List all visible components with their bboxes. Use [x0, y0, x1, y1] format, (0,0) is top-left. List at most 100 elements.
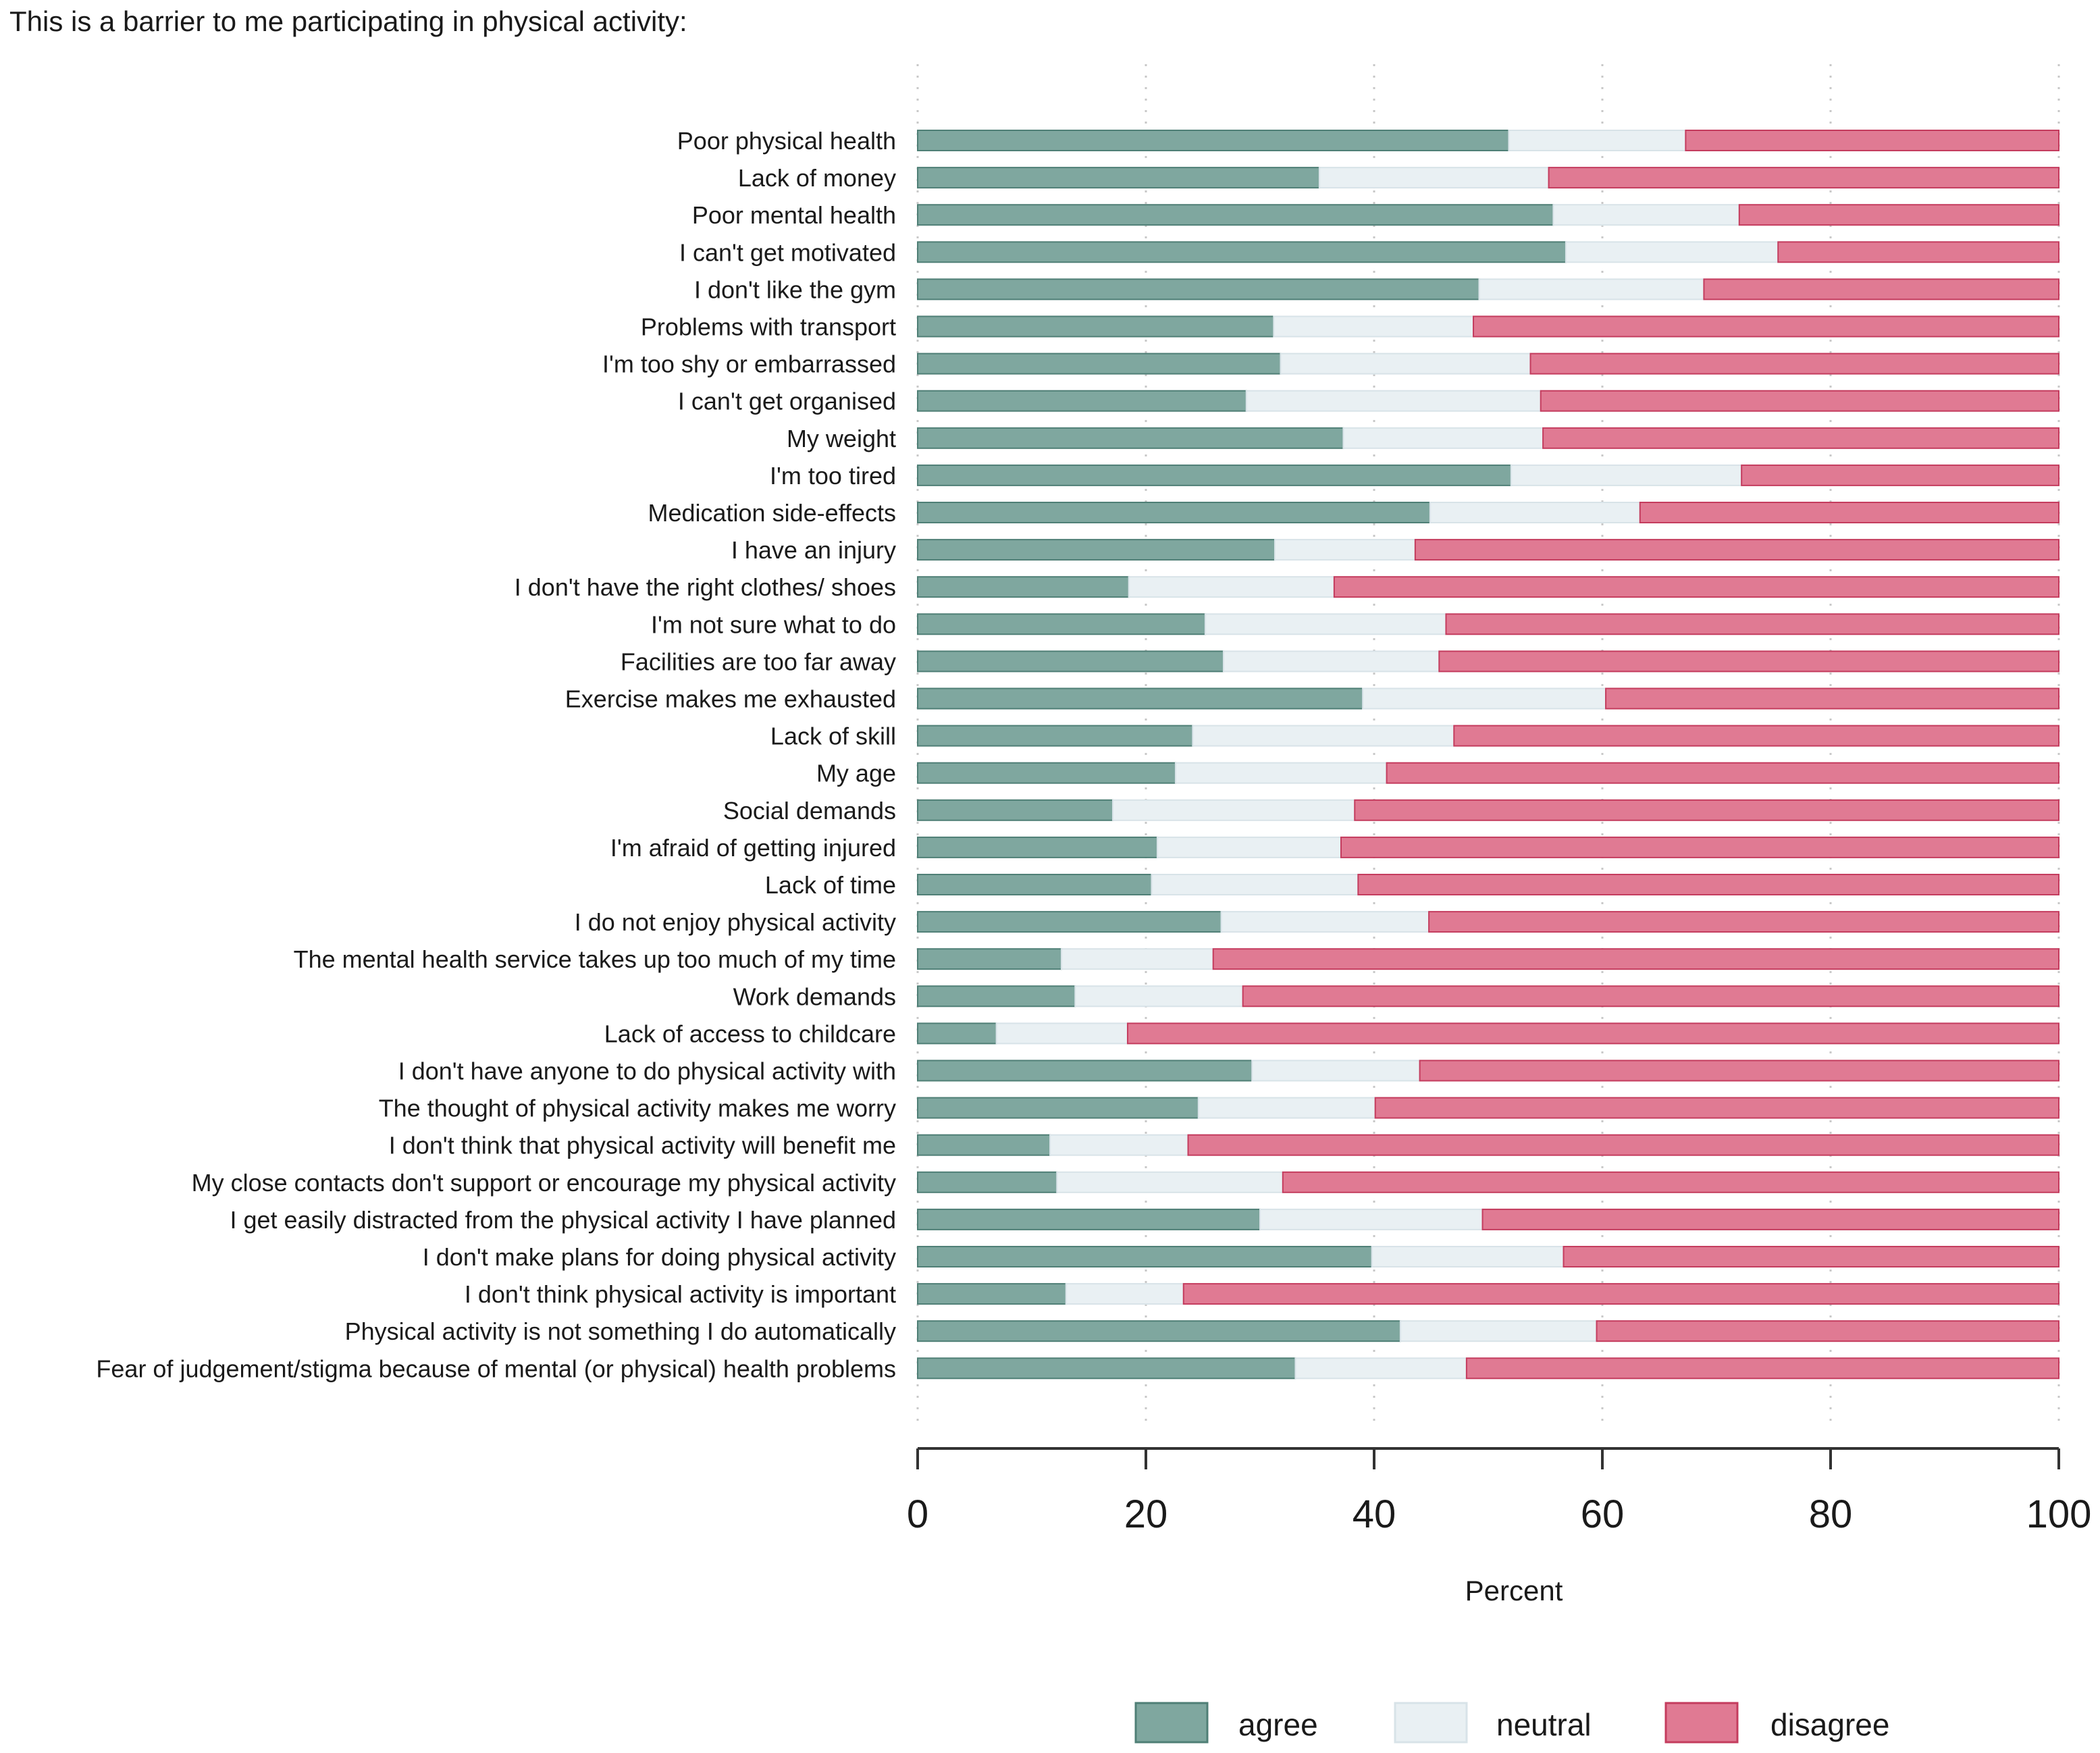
bar-agree	[917, 352, 1282, 375]
bar-agree	[917, 1283, 1067, 1305]
bar-agree	[917, 948, 1062, 970]
bar-neutral	[1220, 911, 1430, 933]
bar-disagree	[1333, 576, 2059, 598]
legend-label-neutral: neutral	[1496, 1707, 1592, 1742]
category-label: Work demands	[733, 983, 896, 1010]
category-labels: Poor physical health Lack of money Poor me…	[96, 127, 896, 1382]
bar-agree	[917, 390, 1247, 412]
legend-swatch-neutral	[1394, 1702, 1468, 1744]
bar-neutral	[1156, 836, 1342, 858]
category-label: Exercise makes me exhausted	[565, 685, 896, 713]
bar-disagree	[1182, 1283, 2059, 1305]
category-label: I can't get organised	[678, 388, 896, 415]
category-label: The mental health service takes up too m…	[294, 945, 896, 973]
bar-agree	[917, 613, 1206, 635]
bar-neutral	[1399, 1320, 1598, 1342]
bar-disagree	[1738, 204, 2060, 226]
bar-neutral	[995, 1022, 1128, 1045]
bar-agree	[917, 1022, 997, 1045]
bar-agree	[917, 278, 1480, 300]
category-label: Lack of access to childcare	[604, 1020, 896, 1047]
x-tick-label: 60	[1581, 1492, 1625, 1536]
category-label: My weight	[787, 425, 896, 452]
bar-disagree	[1386, 762, 2060, 784]
bar-agree	[917, 1208, 1261, 1230]
x-tick-label: 100	[2026, 1492, 2092, 1536]
bar-disagree	[1563, 1246, 2060, 1267]
bar-agree	[917, 1059, 1253, 1082]
bar-neutral	[1565, 241, 1779, 263]
category-label: Lack of money	[738, 164, 896, 192]
category-label: I don't have the right clothes/ shoes	[515, 573, 896, 601]
category-label: Problems with transport	[641, 313, 896, 341]
bar-agree	[917, 985, 1076, 1008]
bar-agree	[917, 539, 1276, 561]
bar-neutral	[1510, 464, 1743, 486]
x-tick-label: 80	[1809, 1492, 1853, 1536]
bar-disagree	[1685, 130, 2060, 151]
bar-neutral	[1204, 613, 1447, 635]
bar-disagree	[1187, 1134, 2059, 1156]
legend-label-agree: agree	[1238, 1707, 1318, 1742]
category-label: Poor physical health	[677, 127, 896, 155]
bar-agree	[917, 650, 1224, 673]
category-label: My close contacts don't support or encou…	[192, 1169, 896, 1197]
bar-agree	[917, 204, 1554, 226]
bar-neutral	[1259, 1208, 1484, 1230]
bar-disagree	[1453, 725, 2060, 747]
category-label: I can't get motivated	[679, 238, 896, 266]
bar-agree	[917, 502, 1431, 523]
bar-agree	[917, 1097, 1199, 1119]
bar-agree	[917, 1134, 1051, 1156]
category-label: Medication side-effects	[648, 499, 896, 527]
category-label: I don't make plans for doing physical ac…	[423, 1243, 896, 1271]
legend: agree neutral disagree	[1134, 1702, 1889, 1744]
bar-disagree	[1212, 948, 2059, 970]
bar-neutral	[1274, 539, 1416, 561]
category-label: I don't like the gym	[694, 276, 896, 303]
bar-neutral	[1318, 167, 1550, 189]
bar-neutral	[1128, 576, 1335, 598]
category-label: I'm not sure what to do	[651, 610, 896, 638]
category-label: I have an injury	[731, 536, 896, 564]
bar-neutral	[1174, 762, 1388, 784]
category-label: Fear of judgement/stigma because of ment…	[96, 1355, 896, 1382]
bar-neutral	[1273, 315, 1475, 338]
bar-disagree	[1481, 1208, 2060, 1230]
x-tick-label: 0	[907, 1492, 928, 1536]
category-label: Social demands	[723, 797, 896, 825]
bar-disagree	[1354, 799, 2059, 821]
bar-neutral	[1508, 130, 1687, 151]
bar-disagree	[1639, 502, 2059, 523]
bar-neutral	[1362, 687, 1607, 710]
chart-title: This is a barrier to me participating in…	[9, 5, 687, 37]
bar-disagree	[1529, 352, 2059, 375]
bar-disagree	[1465, 1357, 2059, 1380]
bar-disagree	[1777, 241, 2059, 263]
bar-agree	[917, 1320, 1401, 1342]
category-label: I don't think that physical activity wil…	[389, 1132, 896, 1159]
bar-neutral	[1552, 204, 1740, 226]
bar-neutral	[1294, 1357, 1467, 1380]
bar-disagree	[1542, 427, 2060, 449]
bar-agree	[917, 874, 1153, 895]
bar-agree	[917, 1171, 1058, 1193]
bar-disagree	[1282, 1171, 2059, 1193]
bar-agree	[917, 315, 1275, 338]
category-label: Lack of time	[765, 871, 896, 899]
bar-agree	[917, 799, 1113, 821]
bar-neutral	[1197, 1097, 1376, 1119]
bar-neutral	[1151, 874, 1359, 895]
bar-neutral	[1056, 1171, 1284, 1193]
bar-agree	[917, 1246, 1373, 1267]
bar-neutral	[1429, 502, 1641, 523]
bar-disagree	[1741, 464, 2059, 486]
category-label: Physical activity is not something I do …	[345, 1317, 896, 1345]
bar-disagree	[1126, 1022, 2059, 1045]
x-tick-label: 40	[1353, 1492, 1396, 1536]
bar-neutral	[1245, 390, 1542, 412]
category-label: I'm afraid of getting injured	[610, 834, 896, 862]
category-label: I do not enjoy physical activity	[575, 908, 896, 936]
bar-disagree	[1340, 836, 2059, 858]
bar-agree	[917, 576, 1130, 598]
